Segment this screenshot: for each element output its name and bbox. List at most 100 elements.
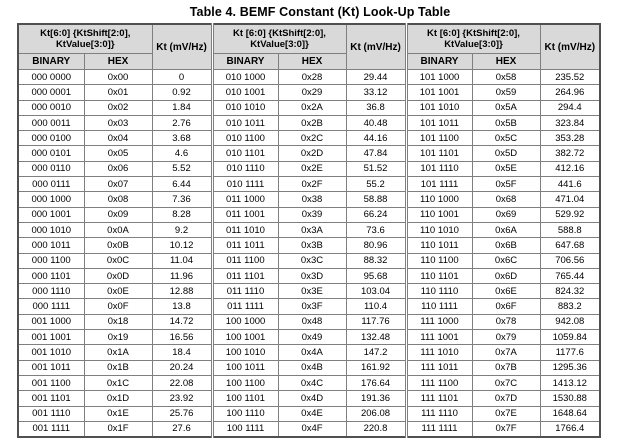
binary-cell: 100 1111	[210, 420, 279, 438]
kt-value-cell: 58.88	[345, 191, 407, 208]
hex-cell: 0x3A	[277, 221, 347, 239]
kt-value-cell: 3.68	[151, 130, 213, 147]
binary-cell: 000 0100	[17, 130, 85, 147]
binary-cell: 111 1101	[404, 390, 473, 407]
kt-value-cell: 706.56	[539, 252, 601, 269]
binary-cell: 010 1001	[210, 84, 279, 101]
hex-cell: 0x3B	[277, 237, 347, 254]
hex-cell: 0x4E	[277, 405, 347, 422]
kt-value-cell: 647.68	[539, 237, 601, 254]
hex-cell: 0x28	[277, 68, 347, 86]
binary-cell: 000 0001	[17, 84, 85, 101]
kt-value-cell: 471.04	[539, 191, 601, 208]
binary-cell: 011 1001	[210, 206, 279, 223]
binary-cell: 101 1010	[404, 99, 473, 116]
kt-value-cell: 4.6	[151, 145, 213, 162]
table-header: Kt[6:0] {KtShift[2:0], KtValue[3:0]} Kt …	[17, 23, 601, 70]
hex-cell: 0x1F	[83, 420, 153, 438]
hex-cell: 0x3C	[277, 252, 347, 269]
kt-value-cell: 0	[151, 68, 213, 86]
binary-cell: 101 1011	[404, 114, 473, 132]
kt-value-cell: 88.32	[345, 252, 407, 269]
binary-cell: 000 1010	[17, 221, 85, 239]
binary-cell: 011 1010	[210, 221, 279, 239]
kt-value-cell: 7.36	[151, 191, 213, 208]
binary-cell: 100 1011	[210, 359, 279, 376]
hex-column-header-3: HEX	[471, 53, 541, 70]
binary-cell: 100 1000	[210, 313, 279, 331]
hex-cell: 0x19	[83, 329, 153, 346]
kt-value-cell: 20.24	[151, 359, 213, 376]
binary-cell: 000 1000	[17, 191, 85, 208]
group-header-row: Kt[6:0] {KtShift[2:0], KtValue[3:0]} Kt …	[17, 23, 601, 70]
hex-cell: 0x2C	[277, 130, 347, 147]
kt-value-cell: 942.08	[539, 313, 601, 331]
hex-cell: 0x68	[471, 191, 541, 208]
kt-value-cell: 529.92	[539, 206, 601, 223]
hex-cell: 0x48	[277, 313, 347, 331]
hex-cell: 0x3F	[277, 298, 347, 315]
kt-value-cell: 44.16	[345, 130, 407, 147]
binary-cell: 001 1000	[17, 313, 85, 331]
table-row: 001 1001 0x19 16.56 100 1001 0x49 132.48 111 1…	[17, 329, 601, 346]
kt-value-cell: 353.28	[539, 130, 601, 147]
table-row: 001 1111 0x1F 27.6 100 1111 0x4F 220.8 111 111…	[17, 420, 601, 438]
kt-value-cell: 73.6	[345, 221, 407, 239]
binary-cell: 000 0010	[17, 99, 85, 116]
binary-cell: 101 1111	[404, 176, 473, 193]
hex-cell: 0x5A	[471, 99, 541, 116]
kt-value-cell: 264.96	[539, 84, 601, 101]
table-row: 000 0010 0x02 1.84 010 1010 0x2A 36.8 101 1010…	[17, 99, 601, 116]
table-row: 000 0000 0x00 0 010 1000 0x28 29.44 101 1000 0x…	[17, 68, 601, 86]
kt-value-cell: 11.04	[151, 252, 213, 269]
table-row: 000 1110 0x0E 12.88 011 1110 0x3E 103.04 110 1…	[17, 283, 601, 300]
binary-column-header-3: BINARY	[404, 53, 473, 70]
hex-cell: 0x5C	[471, 130, 541, 147]
kt-value-cell: 1295.36	[539, 359, 601, 376]
binary-cell: 010 1011	[210, 114, 279, 132]
kt-value-cell: 588.8	[539, 221, 601, 239]
binary-cell: 011 1110	[210, 283, 279, 300]
kt-value-cell: 191.36	[345, 390, 407, 407]
kt-value-cell: 132.48	[345, 329, 407, 346]
page-title: Table 4. BEMF Constant (Kt) Look-Up Tabl…	[189, 5, 451, 19]
kt-unit-header-3: Kt (mV/Hz)	[539, 23, 601, 70]
binary-cell: 111 1000	[404, 313, 473, 331]
kt-value-cell: 12.88	[151, 283, 213, 300]
hex-cell: 0x7D	[471, 390, 541, 407]
binary-cell: 000 1111	[17, 298, 85, 315]
hex-cell: 0x0F	[83, 298, 153, 315]
table-row: 000 1111 0x0F 13.8 011 1111 0x3F 110.4 110 111…	[17, 298, 601, 315]
binary-cell: 001 1011	[17, 359, 85, 376]
kt-unit-header-1: Kt (mV/Hz)	[151, 23, 213, 70]
sub-header-row: BINARY HEX BINARY HEX BINARY HEX	[17, 53, 600, 70]
bemf-kt-lookup-table: Kt[6:0] {KtShift[2:0], KtValue[3:0]} Kt …	[17, 23, 601, 439]
binary-cell: 000 1110	[17, 283, 85, 300]
hex-cell: 0x01	[83, 84, 153, 101]
hex-cell: 0x2F	[277, 176, 347, 193]
hex-cell: 0x4C	[277, 374, 347, 392]
binary-cell: 010 1101	[210, 145, 279, 162]
binary-cell: 101 1101	[404, 145, 473, 162]
table-row: 001 1010 0x1A 18.4 100 1010 0x4A 147.2 111 101…	[17, 344, 601, 361]
hex-cell: 0x2A	[277, 99, 347, 116]
kt-value-cell: 1766.4	[539, 420, 601, 438]
kt-value-cell: 824.32	[539, 283, 601, 300]
kt-value-cell: 47.84	[345, 145, 407, 162]
kt-value-cell: 10.12	[151, 237, 213, 254]
kt-value-cell: 23.92	[151, 390, 213, 407]
table-row: 000 1010 0x0A 9.2 011 1010 0x3A 73.6 110 1010 0…	[17, 221, 601, 239]
binary-cell: 000 1100	[17, 252, 85, 269]
hex-cell: 0x03	[83, 114, 153, 132]
table-row: 000 1101 0x0D 11.96 011 1101 0x3D 95.68 110 11…	[17, 267, 601, 285]
binary-cell: 100 1101	[210, 390, 279, 407]
table-row: 001 1110 0x1E 25.76 100 1110 0x4E 206.08 111 1…	[17, 405, 601, 422]
binary-cell: 000 0110	[17, 160, 85, 178]
binary-cell: 110 1111	[404, 298, 473, 315]
hex-column-header-1: HEX	[83, 53, 153, 70]
hex-cell: 0x6D	[471, 267, 541, 285]
hex-cell: 0x0E	[83, 283, 153, 300]
hex-cell: 0x07	[83, 176, 153, 193]
binary-cell: 110 1110	[404, 283, 473, 300]
table-row: 000 1100 0x0C 11.04 011 1100 0x3C 88.32 110 11…	[17, 252, 601, 269]
